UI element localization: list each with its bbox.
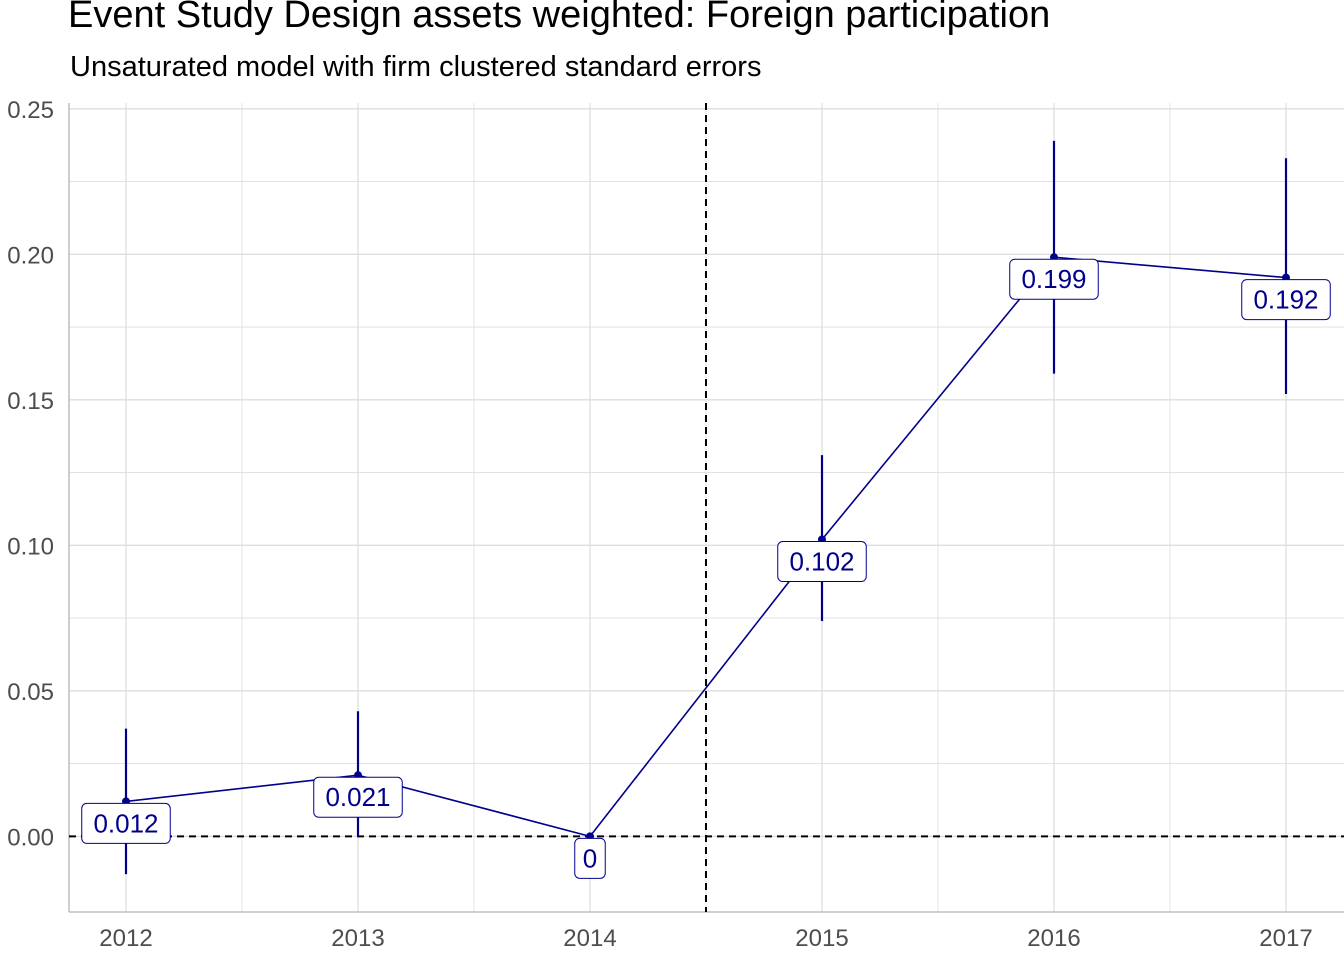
data-label-box bbox=[1009, 258, 1099, 300]
x-tick-label: 2015 bbox=[795, 925, 848, 952]
data-label: 0.199 bbox=[1021, 264, 1086, 294]
data-label-box bbox=[1241, 279, 1331, 321]
data-label: 0.192 bbox=[1253, 285, 1318, 315]
x-tick-label: 2014 bbox=[563, 925, 616, 952]
y-tick-label: 0.20 bbox=[7, 242, 54, 269]
data-label: 0.021 bbox=[325, 782, 390, 812]
x-tick-label: 2016 bbox=[1027, 925, 1080, 952]
data-label-box bbox=[777, 541, 867, 583]
chart-subtitle: Unsaturated model with firm clustered st… bbox=[70, 51, 762, 83]
y-tick-label: 0.00 bbox=[7, 824, 54, 851]
x-tick-label: 2017 bbox=[1259, 925, 1312, 952]
data-label-box bbox=[313, 776, 403, 818]
x-tick-label: 2012 bbox=[99, 925, 152, 952]
x-tick-label: 2013 bbox=[331, 925, 384, 952]
y-tick-label: 0.15 bbox=[7, 388, 54, 415]
data-label: 0.012 bbox=[93, 808, 158, 838]
y-tick-label: 0.25 bbox=[7, 97, 54, 124]
data-label: 0.102 bbox=[789, 547, 854, 577]
y-tick-label: 0.05 bbox=[7, 679, 54, 706]
data-label-box bbox=[81, 802, 171, 844]
data-label: 0 bbox=[583, 843, 597, 873]
chart-title: Event Study Design assets weighted: Fore… bbox=[68, 0, 1051, 36]
y-tick-label: 0.10 bbox=[7, 533, 54, 560]
data-label-box bbox=[574, 837, 606, 879]
